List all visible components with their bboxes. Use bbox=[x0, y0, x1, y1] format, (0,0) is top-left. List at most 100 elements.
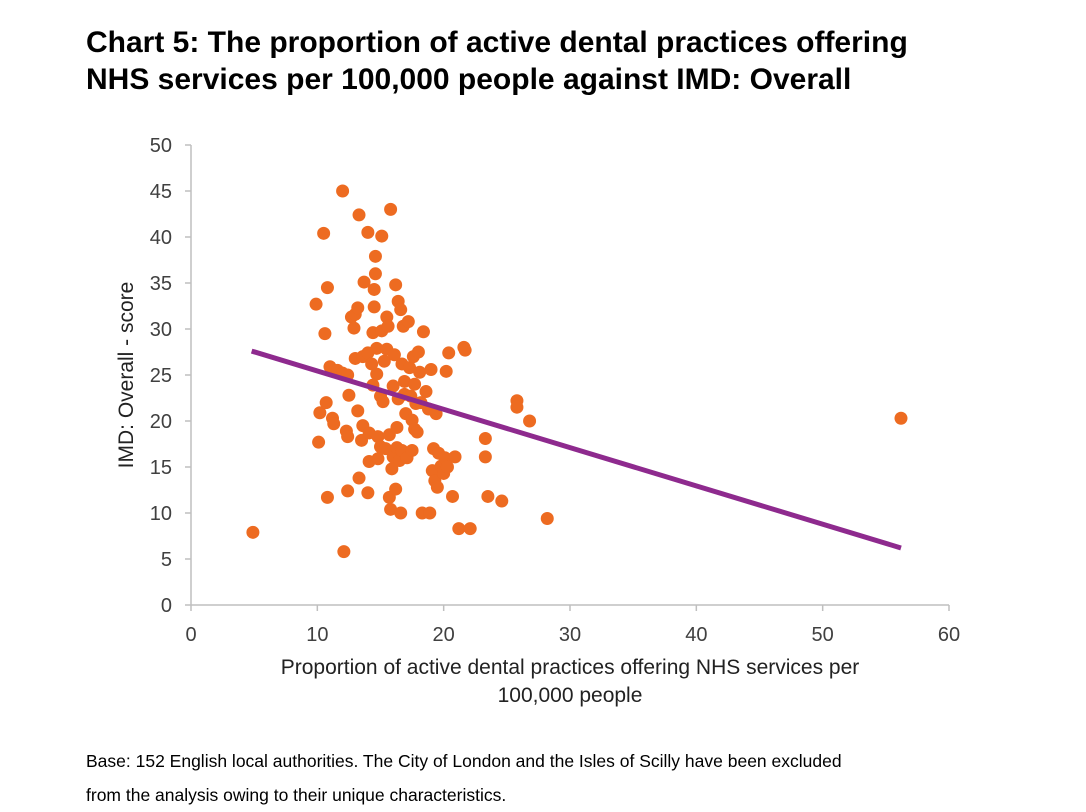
data-point bbox=[384, 502, 398, 516]
data-point bbox=[336, 184, 350, 198]
data-point bbox=[510, 400, 524, 414]
data-point bbox=[495, 494, 509, 508]
x-axis-title-line-1: Proportion of active dental practices of… bbox=[281, 656, 860, 679]
x-tick-label: 0 bbox=[185, 624, 196, 646]
data-point bbox=[478, 431, 492, 445]
data-point bbox=[423, 506, 437, 520]
data-point bbox=[540, 512, 554, 526]
data-point bbox=[478, 450, 492, 464]
data-point bbox=[309, 297, 323, 311]
data-point bbox=[379, 442, 393, 456]
data-point bbox=[384, 202, 398, 216]
data-point bbox=[442, 346, 456, 360]
data-point bbox=[463, 522, 477, 536]
data-point bbox=[894, 411, 908, 425]
trendline-group bbox=[250, 348, 902, 551]
y-tick-label: 5 bbox=[161, 549, 172, 571]
x-tick-label: 30 bbox=[559, 624, 581, 646]
chart-title-line-2: NHS services per 100,000 people against … bbox=[86, 63, 852, 96]
data-point bbox=[394, 506, 408, 520]
footnote-line-1: Base: 152 English local authorities. The… bbox=[86, 751, 842, 771]
data-point bbox=[381, 319, 395, 333]
data-point bbox=[376, 395, 390, 409]
chart-footnote: Base: 152 English local authorities. The… bbox=[86, 744, 1066, 812]
y-tick-label: 10 bbox=[150, 503, 172, 525]
data-point bbox=[440, 460, 454, 474]
trendline bbox=[250, 348, 902, 551]
x-tick-label: 40 bbox=[685, 624, 707, 646]
data-point bbox=[318, 327, 332, 341]
data-point bbox=[481, 489, 495, 503]
data-point bbox=[320, 281, 334, 295]
data-point bbox=[312, 435, 326, 449]
data-point bbox=[448, 450, 462, 464]
data-point bbox=[370, 367, 384, 381]
data-point bbox=[313, 406, 327, 420]
data-point bbox=[367, 282, 381, 296]
data-point bbox=[375, 229, 389, 243]
data-point bbox=[371, 452, 385, 466]
y-tick-label: 35 bbox=[150, 273, 172, 295]
data-point bbox=[246, 525, 260, 539]
data-point bbox=[377, 354, 391, 368]
y-axis-title: IMD: Overall - score bbox=[115, 282, 138, 469]
data-point bbox=[419, 385, 433, 399]
data-point bbox=[452, 522, 466, 536]
x-tick-label: 10 bbox=[306, 624, 328, 646]
data-point bbox=[365, 357, 379, 371]
data-point bbox=[458, 343, 472, 357]
data-point bbox=[371, 430, 385, 444]
data-point bbox=[430, 480, 444, 494]
y-tick-label: 45 bbox=[150, 181, 172, 203]
data-point bbox=[403, 361, 417, 375]
x-tick-label: 50 bbox=[812, 624, 834, 646]
data-point bbox=[424, 362, 438, 376]
footnote-line-2: from the analysis owing to their unique … bbox=[86, 785, 507, 805]
y-tick-label: 15 bbox=[150, 457, 172, 479]
x-axis-title-line-2: 100,000 people bbox=[498, 684, 643, 707]
data-point bbox=[341, 430, 355, 444]
data-point bbox=[389, 278, 403, 292]
data-point bbox=[405, 443, 419, 457]
chart-title-line-1: Chart 5: The proportion of active dental… bbox=[86, 26, 908, 59]
data-point bbox=[357, 275, 371, 289]
data-point bbox=[361, 486, 375, 500]
y-tick-label: 25 bbox=[150, 365, 172, 387]
chart-title: Chart 5: The proportion of active dental… bbox=[86, 24, 1066, 98]
data-point bbox=[319, 396, 333, 410]
data-point bbox=[523, 414, 537, 428]
data-point bbox=[352, 471, 366, 485]
data-point bbox=[401, 315, 415, 329]
scatter-chart: 0 5 10 15 20 25 30 35 40 45 50 0 10 20 30 40 50 60 IMD: … bbox=[115, 135, 960, 707]
data-point bbox=[337, 545, 351, 559]
data-point bbox=[398, 374, 412, 388]
data-point bbox=[368, 267, 382, 281]
data-point bbox=[370, 341, 384, 355]
x-tick-label: 60 bbox=[938, 624, 960, 646]
x-tick-label: 20 bbox=[433, 624, 455, 646]
y-tick-label: 40 bbox=[150, 227, 172, 249]
data-point bbox=[351, 404, 365, 418]
data-point bbox=[342, 388, 356, 402]
data-points bbox=[246, 184, 908, 559]
data-point bbox=[361, 225, 375, 239]
data-point bbox=[410, 425, 424, 439]
data-point bbox=[347, 321, 361, 335]
data-point bbox=[317, 226, 331, 240]
data-point bbox=[394, 303, 408, 317]
data-point bbox=[413, 365, 427, 379]
y-tick-label: 30 bbox=[150, 319, 172, 341]
data-point bbox=[386, 379, 400, 393]
data-point bbox=[327, 417, 341, 431]
data-point bbox=[341, 484, 355, 498]
data-point bbox=[367, 300, 381, 314]
data-point bbox=[408, 377, 422, 391]
y-tick-label: 50 bbox=[150, 135, 172, 157]
data-point bbox=[416, 325, 430, 339]
data-point bbox=[439, 364, 453, 378]
data-point bbox=[351, 301, 365, 315]
data-point bbox=[387, 348, 401, 362]
x-axis: 0 10 20 30 40 50 60 bbox=[185, 604, 960, 646]
data-point bbox=[390, 420, 404, 434]
y-axis: 0 5 10 15 20 25 30 35 40 45 50 bbox=[150, 135, 192, 617]
